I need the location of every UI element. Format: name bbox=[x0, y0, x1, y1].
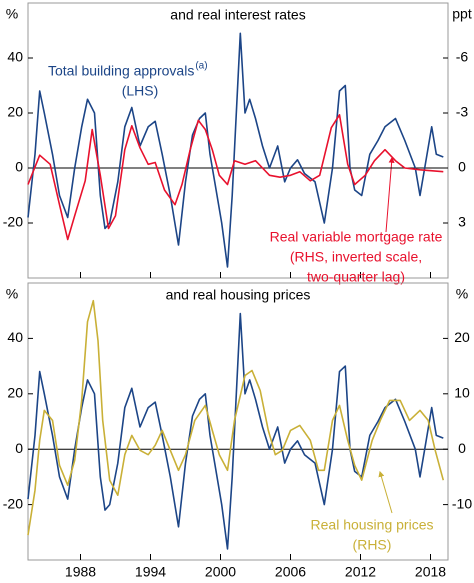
y-axis-unit: % bbox=[6, 6, 18, 22]
y2-tick-label: 20 bbox=[454, 329, 470, 345]
y-tick-label: -20 bbox=[3, 214, 23, 230]
y-tick-label: 20 bbox=[7, 104, 23, 120]
y2-axis-unit: ppt bbox=[452, 6, 472, 22]
y2-tick-label: 0 bbox=[458, 159, 466, 175]
y2-tick-label: 10 bbox=[454, 385, 470, 401]
x-tick-label: 1988 bbox=[65, 564, 96, 580]
y2-tick-label: 0 bbox=[458, 440, 466, 456]
y2-tick-label: -6 bbox=[456, 49, 469, 65]
series-line bbox=[27, 312, 444, 550]
x-tick-label: 2012 bbox=[345, 564, 376, 580]
x-tick-label: 2000 bbox=[205, 564, 236, 580]
plot-frame bbox=[27, 2, 449, 279]
y2-tick-label: 3 bbox=[458, 214, 466, 230]
x-tick-label: 2018 bbox=[415, 564, 446, 580]
series-label-superscript: (a) bbox=[195, 61, 207, 72]
chart-title: and real housing prices bbox=[166, 287, 311, 303]
series-line bbox=[27, 32, 444, 268]
x-tick-label: 1994 bbox=[135, 564, 166, 580]
series-note: (RHS, inverted scale, bbox=[290, 249, 422, 265]
y2-tick-label: -3 bbox=[456, 104, 469, 120]
series-label: Real housing prices bbox=[311, 517, 434, 533]
y-tick-label: -20 bbox=[3, 495, 23, 511]
annotation-arrow bbox=[385, 156, 395, 233]
y-tick-label: 0 bbox=[15, 159, 23, 175]
series-line bbox=[27, 114, 444, 241]
series-label: Real variable mortgage rate bbox=[270, 229, 443, 245]
series-note: two-quarter lag) bbox=[307, 269, 405, 285]
y-tick-label: 20 bbox=[7, 385, 23, 401]
series-note: (LHS) bbox=[122, 83, 159, 99]
chart-title: and real interest rates bbox=[170, 7, 305, 23]
y2-axis-unit: % bbox=[456, 286, 468, 302]
y-tick-label: 40 bbox=[7, 329, 23, 345]
y2-tick-label: -10 bbox=[452, 495, 472, 511]
series-label: Total building approvals bbox=[48, 63, 194, 79]
plot-frame bbox=[27, 282, 449, 561]
y-tick-label: 0 bbox=[15, 440, 23, 456]
series-line bbox=[27, 299, 445, 536]
x-tick-label: 2006 bbox=[275, 564, 306, 580]
y-axis-unit: % bbox=[6, 286, 18, 302]
series-note: (RHS) bbox=[353, 537, 392, 553]
y-tick-label: 40 bbox=[7, 49, 23, 65]
annotation-arrow bbox=[378, 470, 393, 514]
